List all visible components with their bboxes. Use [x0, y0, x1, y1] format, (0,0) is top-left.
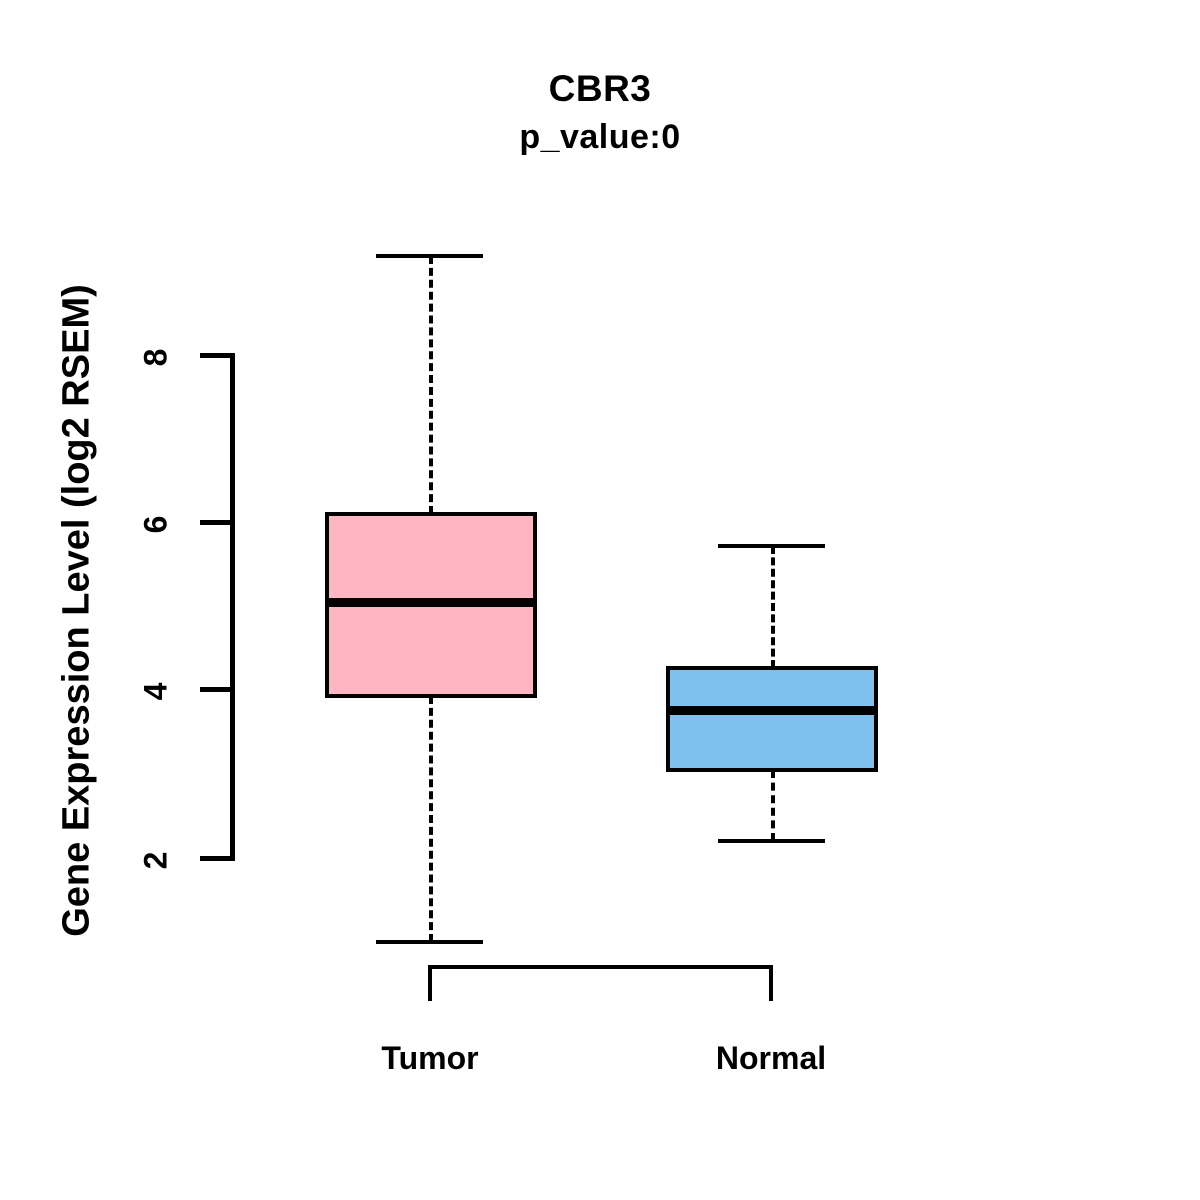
x-tick-label-tumor: Tumor: [381, 1040, 479, 1076]
normal-lower-whisker-cap: [718, 839, 825, 843]
y-axis-tick-2: [200, 856, 232, 861]
y-tick-label-4: 4: [137, 682, 174, 701]
y-axis-tick-6: [200, 520, 232, 525]
normal-upper-whisker: [771, 546, 775, 668]
y-axis-tick-8: [200, 353, 232, 358]
y-tick-label-8: 8: [137, 348, 174, 367]
tumor-lower-whisker: [429, 696, 433, 942]
tumor-upper-whisker: [429, 256, 433, 514]
x-axis-tick-normal: [769, 965, 773, 1001]
normal-lower-whisker: [771, 770, 775, 841]
y-tick-label-2: 2: [137, 851, 174, 870]
x-axis-tick-tumor: [428, 965, 432, 1001]
normal-median-line: [666, 706, 878, 715]
x-tick-label-normal: Normal: [715, 1040, 827, 1076]
tumor-upper-whisker-cap: [376, 254, 483, 258]
x-axis-spine: [428, 965, 773, 969]
normal-box: [666, 666, 878, 772]
tumor-lower-whisker-cap: [376, 940, 483, 944]
y-axis-tick-4: [200, 687, 232, 692]
chart-title: CBR3: [548, 68, 652, 109]
tumor-median-line: [325, 598, 537, 607]
normal-upper-whisker-cap: [718, 544, 825, 548]
y-tick-label-6: 6: [137, 515, 174, 534]
y-axis-label: Gene Expression Level (log2 RSEM): [55, 284, 98, 937]
chart-subtitle: p_value:0: [519, 118, 681, 156]
y-axis-spine: [230, 353, 235, 861]
